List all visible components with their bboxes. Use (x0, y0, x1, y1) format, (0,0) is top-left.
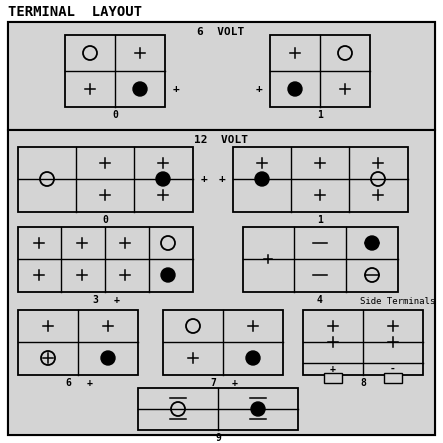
Bar (8, 22, 435, 130)
Bar (324, 373, 342, 383)
Text: +: + (114, 295, 120, 305)
Bar (233, 147, 408, 212)
Text: 6: 6 (65, 378, 71, 388)
Text: 0: 0 (102, 215, 108, 225)
Text: TERMINAL  LAYOUT: TERMINAL LAYOUT (8, 5, 142, 19)
Text: 0: 0 (112, 110, 118, 120)
Circle shape (101, 351, 115, 365)
Text: 3: 3 (92, 295, 98, 305)
Text: Side Terminals: Side Terminals (360, 298, 435, 307)
Bar (18, 227, 193, 292)
Text: 1: 1 (317, 110, 323, 120)
Text: +: + (87, 378, 93, 388)
Text: 8: 8 (360, 378, 366, 388)
Text: 7: 7 (210, 378, 216, 388)
Circle shape (255, 172, 269, 186)
Text: +: + (232, 378, 238, 388)
Text: 4: 4 (317, 295, 323, 305)
Bar (138, 388, 298, 430)
Bar (163, 310, 283, 375)
Bar (18, 310, 138, 375)
Bar (18, 147, 193, 212)
Text: +: + (218, 174, 225, 184)
Circle shape (246, 351, 260, 365)
Text: +: + (330, 364, 336, 374)
Bar (8, 130, 435, 435)
Bar (303, 310, 423, 375)
Circle shape (365, 236, 379, 250)
Circle shape (288, 82, 302, 96)
Text: +: + (173, 84, 180, 94)
Bar (384, 373, 402, 383)
Text: +: + (255, 84, 262, 94)
Circle shape (161, 268, 175, 282)
Bar (270, 35, 370, 107)
Text: 6  VOLT: 6 VOLT (198, 27, 245, 37)
Circle shape (251, 402, 265, 416)
Text: +: + (201, 174, 208, 184)
Text: 9: 9 (215, 433, 221, 443)
Bar (65, 35, 165, 107)
Text: 12  VOLT: 12 VOLT (194, 135, 248, 145)
Circle shape (156, 172, 170, 186)
Text: 1: 1 (317, 215, 323, 225)
Bar (243, 227, 398, 292)
Text: -: - (390, 364, 396, 374)
Circle shape (133, 82, 147, 96)
